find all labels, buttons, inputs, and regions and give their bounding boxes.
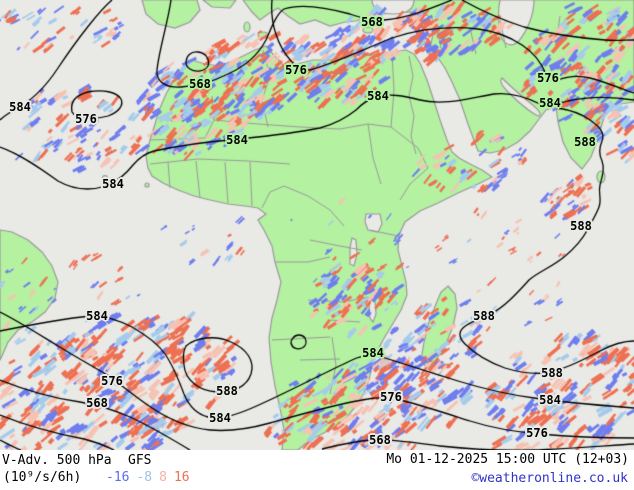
legend-value: -8 [136,470,153,485]
units-label: (10⁹/s/6h) [3,470,82,485]
model-name: GFS [128,453,152,468]
legend-value: 16 [173,470,190,485]
legend-value: 8 [159,470,167,485]
legend-value: -16 [106,470,130,485]
footer-bar: V-Adv. 500 hPa GFS Mo 01-12-2025 15:00 U… [0,450,634,490]
map-area: 584 576 568 576 568 584 584 584 576 584 588 588 588 5… [0,0,634,450]
map-title: V-Adv. 500 hPa [2,453,112,468]
copyright-link[interactable]: ©weatheronline.co.uk [471,471,628,486]
legend-scale: -16 -8 8 16 [106,470,197,485]
datetime-label: Mo 01-12-2025 15:00 UTC (12+03) [386,452,629,467]
weather-map-canvas [0,0,634,450]
